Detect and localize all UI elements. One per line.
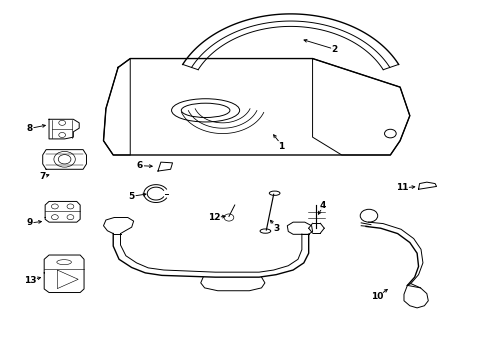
- Text: 4: 4: [319, 201, 325, 210]
- Text: 13: 13: [24, 275, 37, 284]
- Text: 12: 12: [208, 213, 220, 222]
- Text: 6: 6: [137, 161, 143, 170]
- Text: 10: 10: [370, 292, 382, 301]
- Text: 5: 5: [128, 192, 135, 201]
- Text: 9: 9: [26, 219, 33, 228]
- Text: 3: 3: [272, 224, 279, 233]
- Text: 1: 1: [277, 141, 284, 150]
- Text: 7: 7: [40, 172, 46, 181]
- Text: 2: 2: [331, 45, 337, 54]
- Text: 8: 8: [26, 124, 33, 133]
- Text: 11: 11: [395, 183, 408, 192]
